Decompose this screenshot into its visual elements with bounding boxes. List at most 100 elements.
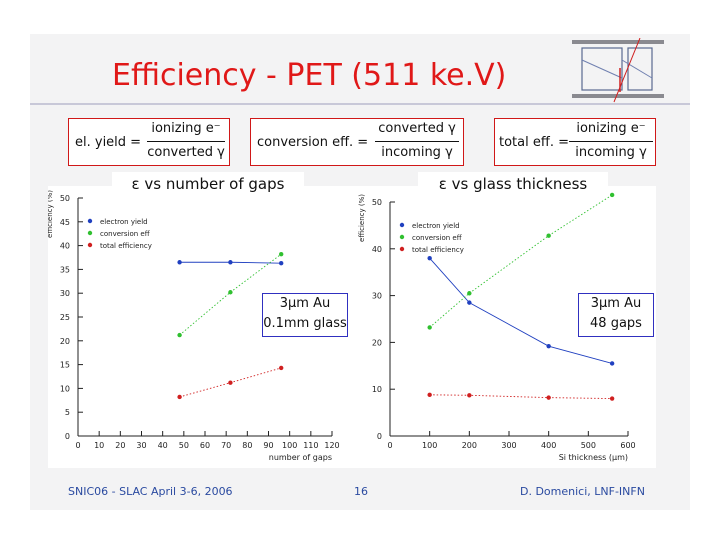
x-tick-label: 400 bbox=[541, 441, 556, 450]
series-line bbox=[429, 394, 613, 400]
data-point bbox=[609, 192, 615, 198]
y-tick-label: 10 bbox=[60, 384, 70, 393]
info-line-1: 3μm Au bbox=[590, 296, 642, 311]
x-tick-label: 60 bbox=[200, 441, 210, 450]
info-line-1: 3μm Au bbox=[279, 296, 331, 311]
data-point bbox=[427, 392, 432, 398]
series-line bbox=[179, 253, 282, 336]
x-tick-label: 110 bbox=[303, 441, 318, 450]
legend-marker bbox=[87, 230, 93, 236]
y-tick-label: 30 bbox=[60, 289, 70, 298]
legend-marker bbox=[87, 218, 93, 224]
footer-left: SNIC06 - SLAC April 3-6, 2006 bbox=[68, 485, 233, 498]
data-point bbox=[467, 291, 472, 296]
y-tick-label: 40 bbox=[372, 245, 382, 254]
x-tick-label: 80 bbox=[242, 441, 252, 450]
data-point bbox=[177, 394, 182, 400]
x-tick-label: 600 bbox=[620, 441, 635, 450]
y-tick-label: 10 bbox=[372, 385, 382, 394]
formula-lhs: total eff. = bbox=[499, 135, 569, 150]
legend-label: electron yield bbox=[100, 218, 148, 226]
data-point bbox=[546, 395, 551, 400]
data-point bbox=[177, 260, 182, 265]
y-tick-label: 5 bbox=[65, 408, 70, 417]
x-tick-label: 200 bbox=[462, 441, 477, 450]
x-tick-label: 100 bbox=[422, 441, 437, 450]
y-axis-label: efficiency (%) bbox=[358, 194, 366, 242]
y-tick-label: 25 bbox=[60, 313, 70, 322]
data-point bbox=[427, 325, 432, 330]
left-chart-header: ε vs number of gaps bbox=[112, 172, 304, 196]
data-point bbox=[609, 361, 615, 366]
x-tick-label: 100 bbox=[282, 441, 297, 450]
formula-electron-yield: el. yield = ionizing e⁻ converted γ bbox=[68, 118, 230, 166]
data-point bbox=[467, 393, 472, 398]
y-tick-label: 15 bbox=[60, 361, 70, 370]
x-tick-label: 50 bbox=[179, 441, 189, 450]
formula-lhs: conversion eff. = bbox=[257, 135, 369, 150]
data-point bbox=[228, 290, 233, 295]
y-tick-label: 50 bbox=[60, 194, 70, 203]
y-tick-label: 0 bbox=[377, 432, 382, 441]
y-tick-label: 30 bbox=[372, 292, 382, 301]
legend-marker bbox=[399, 234, 405, 240]
legend-marker bbox=[399, 222, 405, 228]
legend-label: total efficiency bbox=[412, 246, 464, 254]
x-tick-label: 500 bbox=[581, 441, 596, 450]
y-tick-label: 40 bbox=[60, 242, 70, 251]
data-point bbox=[546, 233, 551, 238]
detector-schematic-icon bbox=[572, 38, 664, 103]
x-tick-label: 40 bbox=[158, 441, 168, 450]
right-info-box: 3μm Au 48 gaps bbox=[578, 293, 654, 337]
data-point bbox=[427, 255, 432, 261]
formula-lhs: el. yield = bbox=[75, 135, 142, 150]
x-axis-label: number of gaps bbox=[269, 453, 332, 462]
y-tick-label: 20 bbox=[372, 338, 382, 347]
formula-numerator: ionizing e⁻ bbox=[151, 121, 221, 136]
data-point bbox=[467, 300, 472, 305]
data-point bbox=[546, 343, 551, 349]
right-chart-header: ε vs glass thickness bbox=[418, 172, 608, 196]
x-tick-label: 90 bbox=[263, 441, 273, 450]
x-tick-label: 30 bbox=[136, 441, 146, 450]
y-tick-label: 45 bbox=[60, 218, 70, 227]
x-tick-label: 120 bbox=[324, 441, 339, 450]
formula-conversion-eff: conversion eff. = converted γ incoming γ bbox=[250, 118, 464, 166]
series-line bbox=[429, 257, 613, 364]
legend-label: conversion eff bbox=[412, 234, 462, 242]
formula-denominator: incoming γ bbox=[575, 145, 647, 160]
data-point bbox=[279, 251, 284, 257]
footer-page-number: 16 bbox=[354, 485, 368, 498]
x-tick-label: 0 bbox=[75, 441, 80, 450]
formula-denominator: converted γ bbox=[147, 145, 225, 160]
data-point bbox=[279, 365, 284, 371]
y-tick-label: 35 bbox=[60, 265, 70, 274]
fraction-bar bbox=[375, 141, 459, 142]
info-line-2: 0.1mm glass bbox=[263, 316, 347, 331]
x-tick-label: 20 bbox=[115, 441, 125, 450]
y-axis-label: efficiency (%) bbox=[48, 190, 54, 238]
legend-marker bbox=[87, 242, 93, 248]
formula-numerator: converted γ bbox=[378, 121, 456, 136]
fraction-bar bbox=[569, 141, 653, 142]
y-tick-label: 50 bbox=[372, 198, 382, 207]
legend-marker bbox=[399, 246, 405, 252]
slide-title: Efficiency - PET (511 ke.V) bbox=[112, 58, 507, 93]
legend-label: electron yield bbox=[412, 222, 460, 230]
formula-total-eff: total eff. = ionizing e⁻ incoming γ bbox=[494, 118, 656, 166]
legend-label: conversion eff bbox=[100, 230, 150, 238]
x-tick-label: 70 bbox=[221, 441, 231, 450]
x-tick-label: 300 bbox=[501, 441, 516, 450]
data-point bbox=[609, 396, 615, 401]
info-line-2: 48 gaps bbox=[590, 316, 642, 331]
x-tick-label: 0 bbox=[387, 441, 392, 450]
data-point bbox=[228, 380, 233, 385]
data-point bbox=[177, 332, 182, 338]
legend-label: total efficiency bbox=[100, 242, 152, 250]
y-tick-label: 20 bbox=[60, 337, 70, 346]
left-info-box: 3μm Au 0.1mm glass bbox=[262, 293, 348, 337]
data-point bbox=[228, 260, 233, 265]
x-axis-label: Si thickness (μm) bbox=[559, 453, 628, 462]
y-tick-label: 0 bbox=[65, 432, 70, 441]
data-point bbox=[279, 261, 284, 266]
